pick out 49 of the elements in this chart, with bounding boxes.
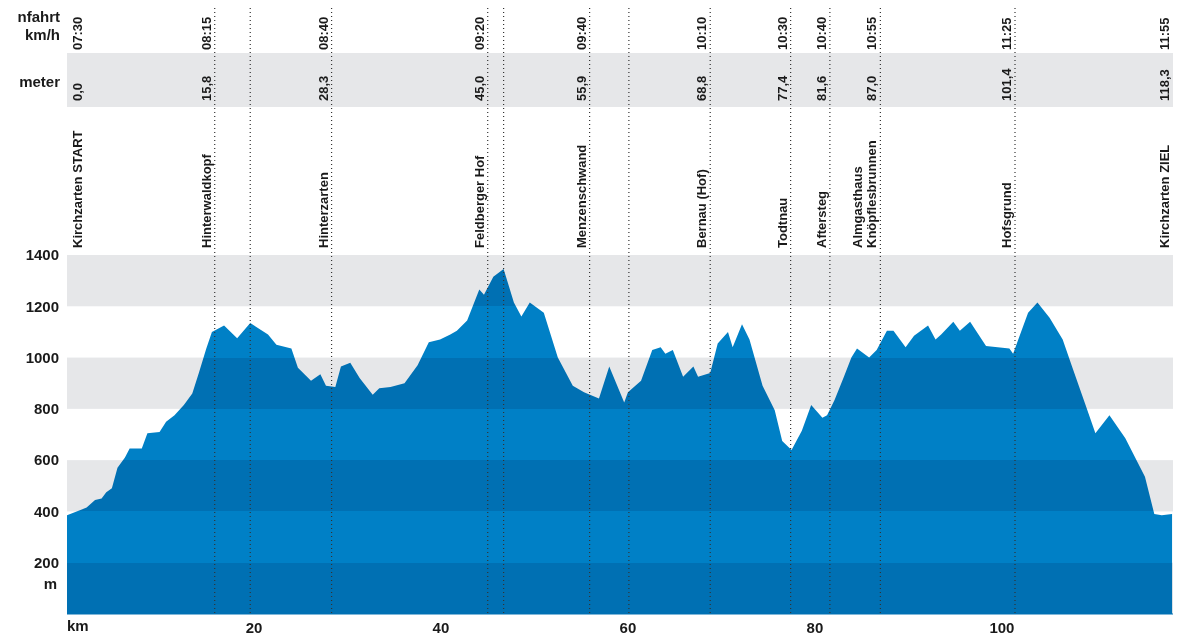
text: 07:30 bbox=[70, 16, 85, 50]
ref-line-label: Feldberger Hof bbox=[471, 154, 487, 248]
y-tick-label: 1000 bbox=[25, 348, 59, 366]
text: meter bbox=[19, 73, 61, 90]
text: 10:40 bbox=[813, 16, 829, 50]
y-tick-label: 400 bbox=[33, 502, 59, 520]
text: 87,0 bbox=[864, 75, 880, 101]
ref-line-label: Hinterwaldkopf bbox=[198, 153, 214, 248]
y-axis-title: m bbox=[43, 574, 57, 592]
text: 09:40 bbox=[573, 16, 589, 50]
text: 28,3 bbox=[315, 75, 331, 101]
text: nfahrt km/h bbox=[17, 8, 60, 43]
y-tick-label: 1200 bbox=[25, 297, 59, 315]
text: Kirchzarten START bbox=[70, 130, 85, 248]
y-tick-label: 1400 bbox=[25, 246, 59, 264]
text: 10:55 bbox=[864, 16, 880, 50]
x-tick-label: 40 bbox=[432, 618, 450, 636]
text: 08:15 bbox=[198, 16, 214, 50]
ref-line-label: Bernau (Hof) bbox=[694, 169, 710, 248]
text: 10:30 bbox=[774, 16, 790, 50]
ref-line-label: Aftersteg bbox=[813, 190, 829, 248]
x-tick-label: 20 bbox=[245, 618, 263, 636]
text: 15,8 bbox=[198, 75, 214, 101]
ref-line-label: Todtnau bbox=[774, 197, 790, 248]
text: 45,0 bbox=[471, 75, 487, 101]
text: Kirchzarten ZIEL bbox=[1157, 144, 1172, 248]
text: 10:10 bbox=[694, 16, 710, 50]
text: 08:40 bbox=[315, 16, 331, 50]
y-tick-label: 600 bbox=[33, 451, 59, 469]
text: 81,6 bbox=[813, 75, 829, 101]
ref-line-label: Hofsgrund bbox=[999, 182, 1014, 248]
x-tick-label: 80 bbox=[806, 618, 824, 636]
y-tick-label: 200 bbox=[33, 554, 59, 572]
text: 77,4 bbox=[774, 74, 790, 101]
ref-line-label: Almgasthaus Knöpflesbrunnen bbox=[850, 140, 880, 248]
x-tick-label: 60 bbox=[619, 618, 637, 636]
text: 0,0 bbox=[70, 82, 85, 101]
y-tick-label: 800 bbox=[33, 400, 59, 418]
text: 11:25 bbox=[999, 17, 1014, 50]
text: 68,8 bbox=[694, 75, 710, 101]
text: 11:55 bbox=[1157, 17, 1172, 50]
x-tick-label: 100 bbox=[989, 618, 1015, 636]
text: 09:20 bbox=[471, 16, 487, 50]
text: 55,9 bbox=[573, 75, 589, 101]
text: 101,4 bbox=[999, 67, 1014, 101]
x-axis-title: km bbox=[67, 617, 89, 634]
ref-line-label: Menzenschwand bbox=[573, 144, 589, 248]
ref-line-label: Hinterzarten bbox=[315, 172, 331, 248]
text: 118,3 bbox=[1157, 69, 1172, 101]
